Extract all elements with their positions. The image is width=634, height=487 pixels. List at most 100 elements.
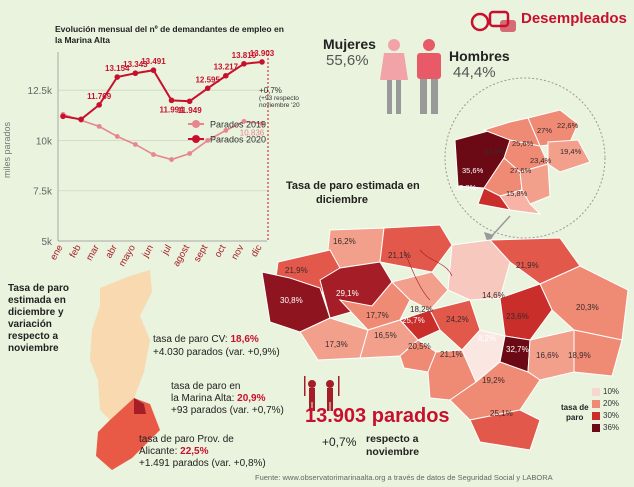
map-rate-label: 14,6% <box>482 291 505 300</box>
left-title-2: estimada en <box>8 295 66 306</box>
data-label: 12.595 <box>195 75 220 84</box>
chart-annotation: +0,7% <box>259 86 282 95</box>
rate-scale-legend: 10% 20% 30% 36% <box>592 386 619 434</box>
data-point <box>169 157 174 162</box>
data-point <box>114 74 121 80</box>
scale-label: 20% <box>603 399 620 408</box>
left-title-5: respecto a <box>8 331 59 342</box>
map-rate-label: 25,1% <box>490 409 513 418</box>
data-point <box>114 134 120 139</box>
cv-rate-value: 18,6% <box>230 334 259 345</box>
data-point <box>241 118 247 124</box>
data-point <box>187 151 193 156</box>
legend-marker <box>192 135 200 143</box>
inset-rate-label: 27% <box>537 126 552 135</box>
x-tick-label: jul <box>159 243 174 258</box>
protest-workers-icon <box>304 376 340 411</box>
inset-rate-label: 27,6% <box>510 166 532 175</box>
data-label: 11.769 <box>87 92 112 101</box>
data-point <box>259 121 265 127</box>
scale-swatch <box>592 387 600 396</box>
alicante-rate-value: 22,5% <box>180 446 209 457</box>
total-change-text2: noviembre <box>366 446 420 458</box>
map-title-line2: diciembre <box>316 194 368 206</box>
left-title-1: Tasa de paro <box>8 283 69 294</box>
marina-rate-value: 20,9% <box>237 393 266 404</box>
total-change-text1: respecto a <box>366 433 419 445</box>
inset-rate-label: 25,6% <box>512 139 534 148</box>
marina-detail: +93 parados (var. +0,7%) <box>171 405 284 416</box>
women-percent: 55,6% <box>326 52 369 69</box>
map-rate-label: 24,2% <box>446 315 469 324</box>
legend-label: Parados 2020 <box>210 135 266 145</box>
data-point <box>96 123 102 129</box>
map-rate-label: 21,1% <box>388 251 411 260</box>
map-rate-label: 25,7% <box>402 316 425 325</box>
woman-icon <box>380 39 408 114</box>
data-point <box>259 59 265 65</box>
marina-alta-region <box>134 398 146 414</box>
data-point <box>223 127 229 133</box>
data-point <box>60 113 66 120</box>
data-label: 13.217 <box>214 63 239 72</box>
map-rate-label: 20,3% <box>576 303 599 312</box>
worker-tools-icon <box>470 10 516 32</box>
men-label: Hombres <box>449 48 510 64</box>
inset-rate-label: 28,3% <box>455 183 477 192</box>
inset-rate-label: 35,6% <box>462 166 484 175</box>
footer-source: Fuente: www.observatorimarinaalta.org a … <box>255 473 553 482</box>
data-label: 13.903 <box>250 49 275 58</box>
scale-title-1: tasa de <box>561 403 589 412</box>
scale-swatch <box>592 423 600 432</box>
alicante-region <box>96 398 160 470</box>
map-rate-label: 16,6% <box>536 351 559 360</box>
data-point <box>204 85 211 92</box>
scale-label: 36% <box>603 423 620 432</box>
left-title-3: diciembre y <box>8 307 64 318</box>
map-rate-label: 16,2% <box>333 237 356 246</box>
data-point <box>150 67 157 74</box>
women-label: Mujeres <box>323 36 376 52</box>
data-point <box>241 61 247 67</box>
data-label: 13.154 <box>105 64 130 73</box>
scale-title-2: paro <box>566 413 584 422</box>
data-point <box>168 97 175 104</box>
data-point <box>223 72 229 79</box>
left-title-4: variación <box>8 319 52 330</box>
series-line-1 <box>62 113 263 161</box>
map-rate-label: 18,9% <box>568 351 591 360</box>
total-change: +0,7% <box>322 435 357 449</box>
zoom-connector <box>489 215 511 239</box>
map-rate-label: 21,9% <box>285 266 308 275</box>
inset-rate-label: 23,4% <box>530 156 552 165</box>
legend-marker <box>192 120 200 128</box>
marina-rate-label2: la Marina Alta: <box>171 393 238 404</box>
chart-annotation: noviembre '20) <box>259 102 300 109</box>
map-rate-label: 30,8% <box>280 296 303 305</box>
map-rate-label: 20,5% <box>408 342 431 351</box>
legend-label: Parados 2019 <box>210 120 266 130</box>
scale-label: 10% <box>603 387 620 396</box>
data-point <box>78 116 84 123</box>
data-point <box>186 98 193 105</box>
map-rate-label: 32,7% <box>506 345 529 354</box>
marina-rate-label1: tasa de paro en <box>171 381 241 392</box>
alicante-rate: Alicante: 22,5% <box>139 446 209 457</box>
data-point <box>205 138 211 143</box>
inset-rate-label: 22,6% <box>557 121 579 130</box>
data-point <box>151 152 156 157</box>
scale-legend-item: 10% <box>592 386 619 397</box>
y-tick-label: 12.5k <box>28 86 53 97</box>
chart-title: Evolución mensual del nº de demandantes … <box>55 24 284 45</box>
x-tick-label: dic <box>249 243 265 259</box>
scale-legend-item: 20% <box>592 398 619 409</box>
inset-rate-label: 19,4% <box>560 147 582 156</box>
data-label: 13.810 <box>232 51 257 60</box>
data-label: 11.994 <box>160 105 185 114</box>
marina-rate: la Marina Alta: 20,9% <box>171 393 266 404</box>
map-title-line1: Tasa de paro estimada en <box>286 180 420 192</box>
scale-legend-item: 36% <box>592 422 619 433</box>
